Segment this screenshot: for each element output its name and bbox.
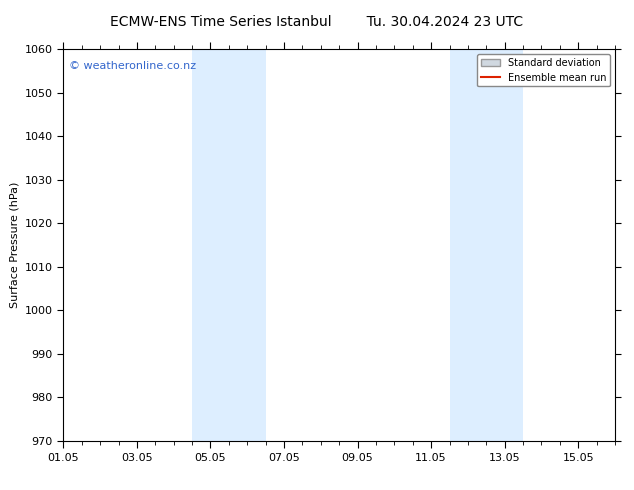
Bar xyxy=(192,49,266,441)
Legend: Standard deviation, Ensemble mean run: Standard deviation, Ensemble mean run xyxy=(477,54,610,87)
Text: © weatheronline.co.nz: © weatheronline.co.nz xyxy=(69,61,196,71)
Text: ECMW-ENS Time Series Istanbul        Tu. 30.04.2024 23 UTC: ECMW-ENS Time Series Istanbul Tu. 30.04.… xyxy=(110,15,524,29)
Bar xyxy=(450,49,523,441)
Y-axis label: Surface Pressure (hPa): Surface Pressure (hPa) xyxy=(10,182,19,308)
